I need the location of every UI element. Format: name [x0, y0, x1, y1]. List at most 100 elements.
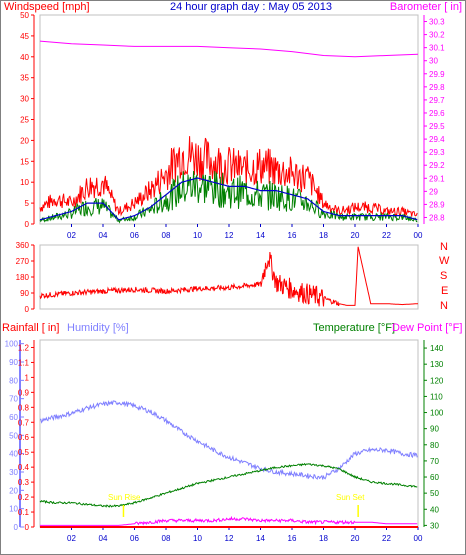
dewpoint-series-line — [40, 515, 418, 526]
rain-tick-label: 0.6 — [18, 433, 30, 442]
chart-title: 24 hour graph day : May 05 2013 — [170, 1, 332, 13]
barometer-tick-label: 29.9 — [429, 70, 445, 79]
windspeed-tick-label: 35 — [20, 74, 29, 83]
temperature-tick-label: 80 — [430, 441, 439, 450]
sunset-annotation: Sun Set — [336, 493, 365, 502]
time-tick-label-bottom: 14 — [256, 534, 265, 543]
temp-panel: 010203040506070809010000.10.20.30.40.50.… — [5, 339, 444, 543]
barometer-tick-label: 29.7 — [429, 96, 445, 105]
windspeed-tick-label: 50 — [20, 11, 29, 20]
temperature-tick-label: 30 — [430, 521, 439, 530]
direction-series-line — [39, 246, 418, 307]
dir-label-w: W — [439, 255, 450, 267]
barometer-tick-label: 29.4 — [429, 135, 445, 144]
temperature-tick-label: 100 — [430, 409, 444, 418]
barometer-tick-label: 29.5 — [429, 122, 445, 131]
time-tick-label-bottom: 08 — [162, 534, 171, 543]
windspeed-tick-label: 20 — [20, 136, 29, 145]
windspeed-tick-label: 5 — [25, 199, 30, 208]
dir-label-n-top: N — [440, 241, 448, 253]
temp-plot-area — [39, 339, 419, 528]
direction-tick-label: 180 — [16, 273, 30, 282]
barometer-tick-label: 30.2 — [429, 31, 445, 40]
direction-tick-label: 0 — [25, 305, 30, 314]
rainfall-label: Rainfall [ in] — [2, 322, 59, 334]
windspeed-label: Windspeed [mph] — [4, 1, 90, 13]
time-tick-label: 08 — [162, 231, 171, 240]
time-tick-label-bottom: 04 — [99, 534, 108, 543]
windspeed-tick-label: 30 — [20, 95, 29, 104]
temperature-tick-label: 110 — [430, 392, 443, 401]
windspeed-tick-label: 45 — [20, 32, 29, 41]
dir-label-e: E — [441, 285, 448, 297]
humidity-tick-label: 70 — [9, 395, 18, 404]
rain-tick-label: 0 — [25, 523, 30, 532]
temperature-tick-label: 60 — [430, 473, 439, 482]
windspeed-tick-label: 40 — [20, 53, 29, 62]
direction-tick-label: 270 — [16, 257, 30, 266]
temperature-tick-label: 130 — [430, 360, 444, 369]
windspeed-tick-label: 0 — [25, 220, 30, 229]
windspeed-tick-label: 10 — [20, 178, 29, 187]
rain-tick-label: 0.4 — [18, 463, 30, 472]
temperature-tick-label: 40 — [430, 505, 439, 514]
time-tick-label: 12 — [225, 231, 234, 240]
barometer-tick-label: 28.8 — [429, 213, 445, 222]
time-tick-label: 20 — [351, 231, 360, 240]
time-tick-label-bottom: 22 — [382, 534, 391, 543]
sunrise-annotation: Sun Rise — [108, 493, 141, 502]
time-tick-label: 02 — [67, 231, 76, 240]
time-tick-label-bottom: 16 — [288, 534, 297, 543]
time-tick-label-bottom: 02 — [67, 534, 76, 543]
rain-tick-label: 0.7 — [18, 418, 30, 427]
humidity-tick-label: 80 — [9, 376, 18, 385]
barometer-tick-label: 30.1 — [429, 44, 445, 53]
time-tick-label: 22 — [382, 231, 391, 240]
barometer-tick-label: 29.1 — [429, 174, 445, 183]
temperature-tick-label: 50 — [430, 489, 439, 498]
rain-tick-label: 1 — [25, 373, 30, 382]
wind-speed-series-line — [39, 170, 418, 224]
temperature-tick-label: 90 — [430, 425, 439, 434]
humidity-tick-label: 10 — [9, 505, 18, 514]
rain-tick-label: 0.8 — [18, 403, 30, 412]
time-tick-label: 14 — [256, 231, 265, 240]
barometer-label: Barometer [ in] — [390, 1, 462, 13]
time-tick-label: 00 — [414, 231, 423, 240]
dir-label-s: S — [440, 270, 447, 282]
time-tick-label-bottom: 00 — [414, 534, 423, 543]
barometer-tick-label: 30 — [429, 57, 438, 66]
humidity-tick-label: 100 — [5, 340, 19, 349]
rain-tick-label: 1.2 — [18, 343, 30, 352]
barometer-series-line — [39, 40, 419, 58]
time-tick-label: 06 — [130, 231, 139, 240]
humidity-tick-label: 90 — [9, 358, 18, 367]
barometer-tick-label: 29.3 — [429, 148, 445, 157]
barometer-tick-label: 29 — [429, 187, 438, 196]
temperature-series-line — [39, 462, 418, 508]
direction-plot-area — [39, 244, 419, 310]
temperature-label: Temperature [°F] — [313, 322, 395, 334]
temperature-tick-label: 70 — [430, 457, 439, 466]
rain-tick-label: 0.5 — [18, 448, 30, 457]
time-tick-label-bottom: 18 — [319, 534, 328, 543]
windspeed-tick-label: 25 — [20, 116, 29, 125]
barometer-tick-label: 28.9 — [429, 200, 445, 209]
dewpoint-label: Dew Point [°F] — [392, 322, 462, 334]
rain-tick-label: 0.3 — [18, 478, 30, 487]
barometer-tick-label: 30.3 — [429, 18, 445, 27]
time-tick-label: 10 — [193, 231, 202, 240]
humidity-tick-label: 60 — [9, 413, 18, 422]
barometer-tick-label: 29.6 — [429, 109, 445, 118]
wind-panel: 0 5 10 15 20 25 30 35 40 45 50 28.8 28.9 29 29.1 29.2 29… — [20, 11, 445, 240]
humidity-tick-label: 0 — [14, 523, 19, 532]
direction-tick-label: 90 — [20, 289, 29, 298]
time-tick-label: 16 — [288, 231, 297, 240]
time-tick-label-bottom: 12 — [225, 534, 234, 543]
humidity-tick-label: 40 — [9, 450, 18, 459]
temperature-tick-label: 120 — [430, 376, 444, 385]
rain-tick-label: 0.9 — [18, 388, 30, 397]
humidity-label: Humidity [%] — [67, 322, 129, 334]
direction-tick-label: 360 — [16, 241, 30, 250]
humidity-tick-label: 20 — [9, 486, 18, 495]
